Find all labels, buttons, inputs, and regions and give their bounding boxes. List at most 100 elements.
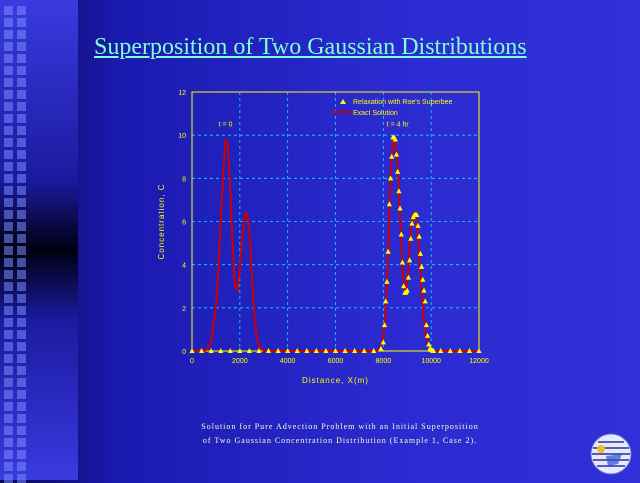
decorative-square [4,30,13,39]
figure-caption: Solution for Pure Advection Problem with… [160,420,520,448]
decorative-square [4,198,13,207]
decorative-square [17,138,26,147]
decorative-square [17,318,26,327]
data-point-superbee [384,278,390,284]
decorative-square [17,474,26,483]
decorative-square [17,306,26,315]
decorative-square [17,66,26,75]
decorative-square [4,306,13,315]
data-point-superbee [457,348,463,353]
decorative-square [17,234,26,243]
y-tick-label: 10 [178,133,186,140]
data-point-superbee [430,348,437,353]
decorative-square [17,30,26,39]
data-point-superbee [323,348,329,353]
decorative-square [4,54,13,63]
decorative-square [17,6,26,15]
data-point-superbee [408,235,414,241]
data-point-superbee [332,348,339,353]
data-point-superbee [285,348,291,353]
decorative-square [4,234,13,243]
data-point-superbee [415,222,421,228]
data-point-superbee [416,233,422,239]
decorative-square [17,150,26,159]
decorative-square [17,414,26,423]
data-point-superbee [380,339,386,345]
y-tick-label: 4 [182,263,186,270]
decorative-square [4,378,13,387]
data-point-superbee [421,287,427,293]
data-point-superbee [422,298,428,304]
legend-label-exact: Exact Solution [353,110,398,117]
data-point-superbee [426,341,432,347]
data-point-superbee [438,348,444,353]
data-point-superbee [198,348,205,353]
data-point-superbee [387,175,394,181]
data-point-superbee [256,348,262,353]
decorative-square [17,294,26,303]
data-point-superbee [417,250,424,256]
data-point-superbee [419,263,425,269]
x-axis-label: Distance, X(m) [302,376,369,385]
data-point-superbee [237,348,243,353]
decorative-square [17,246,26,255]
data-point-superbee [246,348,252,353]
decorative-square [17,90,26,99]
decorative-square [17,366,26,375]
data-point-superbee [313,348,319,353]
decorative-square [4,462,13,471]
decorative-square [4,138,13,147]
data-point-superbee [397,205,403,211]
data-point-superbee [405,274,412,280]
data-point-superbee [392,136,398,142]
data-point-superbee [404,287,410,293]
data-point-superbee [381,322,388,328]
decorative-square [4,114,13,123]
decorative-square [4,354,13,363]
data-point-superbee [352,348,358,353]
data-point-superbee [361,348,367,353]
decorative-square [4,450,13,459]
decorative-square [4,222,13,231]
decorative-square [4,174,13,183]
decorative-square [17,342,26,351]
decorative-square [4,330,13,339]
data-point-superbee [407,257,413,263]
decorative-square [4,474,13,483]
legend: Relaxation with Roe's Superbee Exact Sol… [331,99,453,117]
data-point-superbee [208,348,214,353]
y-axis-label: Concentration, C [157,183,166,259]
decorative-square [17,282,26,291]
x-tick-label: 10000 [421,358,441,365]
decorative-square [4,78,13,87]
decorative-square [17,438,26,447]
decorative-square [4,6,13,15]
caption-line-1: Solution for Pure Advection Problem with… [201,422,479,431]
globe-logo-icon [590,433,632,475]
series-line-exact-solution [192,138,479,352]
data-point-superbee [420,276,426,282]
x-tick-label: 4000 [280,358,296,365]
data-point-superbee [389,153,395,159]
data-point-superbee [294,348,300,353]
decorative-square [4,342,13,351]
data-point-superbee [189,348,195,353]
decorative-square [17,54,26,63]
data-point-superbee [383,298,389,304]
decorative-square [4,42,13,51]
decorative-square [17,402,26,411]
legend-label-superbee: Relaxation with Roe's Superbee [353,99,453,106]
data-point-superbee [275,348,281,353]
data-point-superbee [371,348,377,353]
decorative-square [4,126,13,135]
x-tick-label: 6000 [328,358,344,365]
x-tick-label: 12000 [469,358,489,365]
grid [192,92,479,351]
decorative-square [4,66,13,75]
decorative-square [4,90,13,99]
data-point-superbee [396,188,402,194]
y-tick-label: 2 [182,306,186,313]
series-layer [189,134,482,353]
decorative-square [17,186,26,195]
decorative-square [17,378,26,387]
